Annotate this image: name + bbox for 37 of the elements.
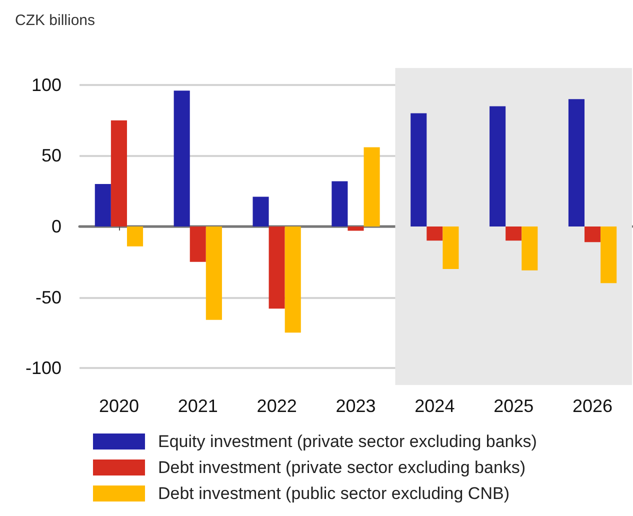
y-tick-label: 100 [31, 74, 62, 95]
bar [490, 106, 506, 226]
x-tick-label: 2024 [414, 396, 455, 416]
legend-label: Debt investment (private sector excluding banks) [158, 458, 526, 477]
bar [268, 226, 285, 309]
y-tick-label: -50 [35, 287, 62, 308]
bar [190, 226, 206, 262]
legend-label: Equity investment (private sector excluding banks) [158, 432, 537, 451]
bar [332, 181, 348, 226]
bar [584, 226, 601, 242]
bar [110, 120, 127, 226]
bar [126, 226, 144, 246]
bar [174, 90, 190, 226]
bar [442, 226, 459, 269]
bar [206, 226, 222, 320]
x-tick-label: 2022 [256, 396, 297, 416]
x-tick-label: 2021 [178, 396, 218, 416]
legend-label: Debt investment (public sector excluding CNB) [158, 484, 510, 503]
bar [568, 99, 585, 226]
y-tick-label: 50 [41, 146, 62, 166]
y-tick-label: -100 [25, 358, 62, 378]
x-tick-label: 2025 [494, 396, 534, 416]
y-tick-label: 0 [51, 216, 62, 236]
bar [284, 226, 301, 333]
bar [410, 113, 427, 226]
bar [364, 147, 380, 226]
bar [348, 226, 364, 231]
bar [252, 196, 269, 226]
bar [94, 184, 111, 226]
y-axis-title: CZK billions [15, 12, 96, 29]
x-tick-label: 2023 [336, 396, 376, 416]
bar [600, 226, 617, 284]
bar [426, 226, 443, 241]
x-tick-label: 2026 [572, 396, 613, 416]
bar [506, 226, 522, 241]
bar [522, 226, 538, 270]
x-tick-label: 2020 [98, 396, 139, 416]
